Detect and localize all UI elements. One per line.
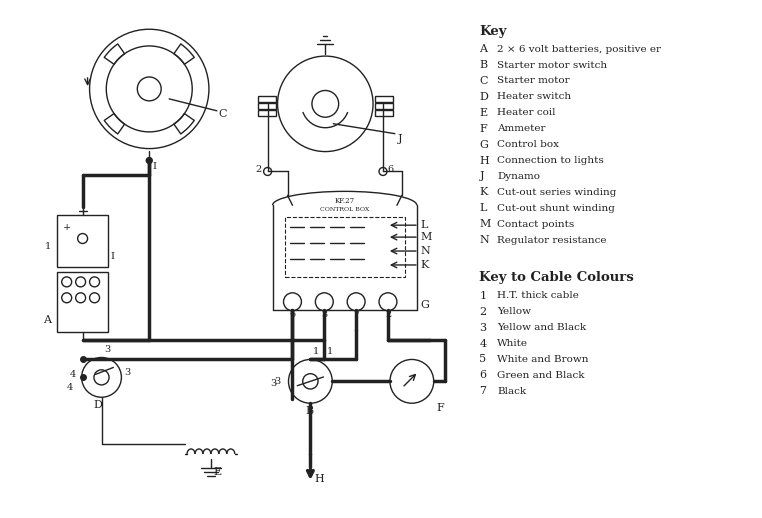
Bar	[258, 110, 276, 116]
Text: 3: 3	[271, 379, 277, 388]
Text: Starter motor: Starter motor	[498, 77, 570, 85]
Text: I: I	[110, 252, 114, 261]
Text: 7: 7	[353, 310, 360, 319]
Text: Cut-out shunt winding: Cut-out shunt winding	[498, 204, 615, 213]
Text: F: F	[479, 124, 487, 134]
Bar	[258, 103, 276, 109]
Text: 2: 2	[385, 310, 391, 319]
Text: 2: 2	[479, 307, 487, 316]
Text: Yellow and Black: Yellow and Black	[498, 323, 587, 332]
Text: White: White	[498, 339, 528, 348]
Text: E: E	[213, 467, 221, 477]
Text: 6: 6	[290, 310, 296, 319]
Circle shape	[146, 157, 152, 164]
Text: 2: 2	[256, 165, 262, 174]
Text: C: C	[479, 76, 488, 86]
Text: J: J	[398, 134, 402, 143]
Bar	[258, 96, 276, 102]
Text: 3: 3	[124, 368, 130, 377]
Text: L: L	[421, 220, 428, 230]
Text: 3: 3	[274, 377, 281, 386]
Text: 3: 3	[322, 310, 328, 319]
Text: White and Brown: White and Brown	[498, 355, 589, 364]
Text: A: A	[43, 314, 51, 325]
Text: Key: Key	[479, 25, 507, 38]
Text: M: M	[421, 232, 432, 242]
Text: 1: 1	[328, 347, 334, 356]
Text: 6: 6	[387, 165, 393, 174]
Text: N: N	[421, 246, 431, 256]
Text: G: G	[421, 300, 430, 310]
Text: L: L	[479, 203, 487, 213]
Text: C: C	[219, 109, 227, 119]
Text: 4: 4	[479, 339, 487, 349]
Text: E: E	[479, 108, 488, 118]
Text: CONTROL BOX: CONTROL BOX	[320, 207, 370, 212]
Text: 1: 1	[479, 291, 487, 301]
Text: Green and Black: Green and Black	[498, 371, 585, 380]
Bar	[56, 272, 108, 332]
Text: Ammeter: Ammeter	[498, 124, 546, 133]
Text: 6: 6	[479, 370, 487, 380]
Text: H: H	[315, 474, 324, 484]
Text: K: K	[479, 188, 488, 197]
Text: 1: 1	[45, 242, 51, 251]
Text: 2 × 6 volt batteries, positive er: 2 × 6 volt batteries, positive er	[498, 45, 661, 54]
Text: M: M	[479, 219, 491, 229]
Text: Key to Cable Colours: Key to Cable Colours	[479, 271, 634, 284]
Text: K: K	[421, 260, 429, 270]
Text: 1: 1	[312, 347, 319, 356]
Text: Starter motor switch: Starter motor switch	[498, 61, 607, 69]
Text: H: H	[479, 155, 489, 166]
Text: 7: 7	[479, 386, 486, 396]
Text: J: J	[479, 171, 484, 181]
Text: 4: 4	[67, 383, 73, 392]
Text: A: A	[479, 44, 488, 54]
Text: 3: 3	[479, 323, 487, 333]
Text: Cut-out series winding: Cut-out series winding	[498, 188, 616, 197]
Bar	[56, 215, 108, 267]
Text: D: D	[94, 400, 102, 410]
Text: KF.27: KF.27	[335, 197, 355, 205]
Text: B: B	[306, 406, 313, 416]
Text: Control box: Control box	[498, 140, 559, 149]
Text: B: B	[479, 60, 488, 70]
Text: Connection to lights: Connection to lights	[498, 156, 604, 165]
Text: 4: 4	[69, 370, 76, 379]
Text: Dynamo: Dynamo	[498, 172, 540, 181]
Text: Contact points: Contact points	[498, 220, 575, 228]
Text: 3: 3	[104, 345, 110, 354]
Bar	[375, 110, 393, 116]
Text: Regulator resistance: Regulator resistance	[498, 236, 607, 244]
Text: G: G	[479, 140, 488, 150]
Text: 5: 5	[479, 354, 487, 365]
Text: N: N	[479, 235, 489, 245]
Bar	[375, 103, 393, 109]
Bar	[284, 217, 405, 277]
Text: Black: Black	[498, 387, 527, 396]
Text: F: F	[437, 403, 444, 413]
Text: +: +	[62, 223, 71, 232]
Text: Heater switch: Heater switch	[498, 92, 572, 102]
Text: Heater coil: Heater coil	[498, 108, 555, 117]
Text: H.T. thick cable: H.T. thick cable	[498, 291, 579, 300]
Text: Yellow: Yellow	[498, 307, 531, 316]
Text: D: D	[479, 92, 488, 102]
Bar	[375, 96, 393, 102]
Text: I: I	[152, 162, 156, 171]
